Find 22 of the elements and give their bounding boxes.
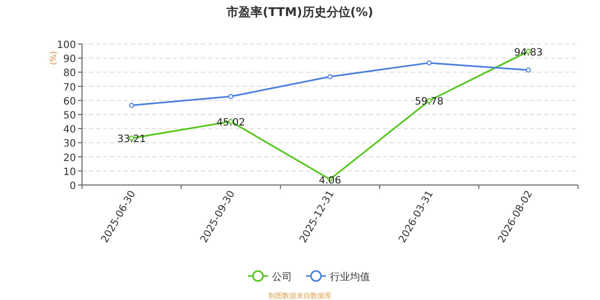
point xyxy=(129,102,134,108)
point xyxy=(426,60,432,66)
point xyxy=(228,94,234,99)
y-tick-label: 20 xyxy=(63,152,76,164)
y-tick-label: 70 xyxy=(63,82,76,94)
y-axis-title: (%) xyxy=(49,51,58,66)
y-tick-label: 100 xyxy=(56,40,76,51)
legend-label: 行业均值 xyxy=(330,271,370,283)
y-tick-label: 90 xyxy=(63,54,76,66)
y-tick-label: 50 xyxy=(63,110,76,122)
y-tick-label: 40 xyxy=(63,124,76,136)
chart-title: 市盈率(TTM)历史分位(%) xyxy=(226,5,374,19)
y-tick-label: 10 xyxy=(63,166,76,178)
y-tick-label: 0 xyxy=(70,181,76,192)
point xyxy=(328,74,332,80)
point xyxy=(526,68,531,73)
y-tick-label: 30 xyxy=(63,138,76,150)
data-label: 4.06 xyxy=(318,175,342,186)
y-tick-label: 80 xyxy=(63,68,76,80)
data-label: 33.21 xyxy=(117,134,146,146)
legend-label: 公司 xyxy=(272,271,292,283)
y-tick-label: 60 xyxy=(63,96,76,108)
